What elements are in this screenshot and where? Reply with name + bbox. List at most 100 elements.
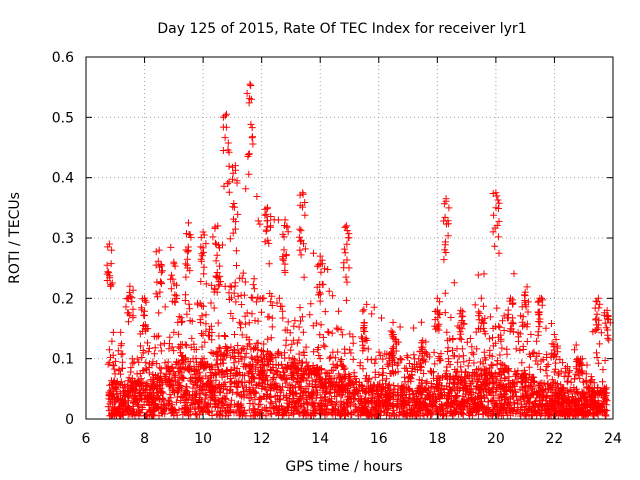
roti-point	[183, 341, 191, 349]
roti-point	[248, 355, 256, 363]
roti-point	[167, 404, 175, 412]
roti-point	[469, 396, 477, 404]
roti-point	[268, 351, 276, 359]
roti-point	[316, 297, 324, 305]
roti-point	[190, 396, 198, 404]
roti-point	[203, 360, 211, 368]
roti-point	[457, 363, 465, 371]
roti-point	[217, 360, 225, 368]
roti-point	[316, 252, 324, 260]
roti-point	[234, 210, 242, 218]
roti-point	[299, 189, 307, 197]
roti-point	[485, 379, 493, 387]
roti-point	[542, 367, 550, 375]
roti-point	[268, 410, 276, 418]
roti-point	[130, 405, 137, 413]
roti-point	[215, 282, 223, 290]
roti-point	[129, 388, 136, 396]
roti-point	[466, 380, 474, 388]
roti-point	[589, 412, 597, 420]
roti-point	[523, 338, 531, 345]
roti-point	[294, 365, 302, 373]
roti-point	[572, 363, 580, 371]
roti-point	[214, 222, 222, 230]
roti-point	[566, 367, 574, 375]
roti-point	[553, 344, 561, 352]
roti-point	[137, 342, 144, 350]
roti-point	[579, 394, 587, 402]
roti-point	[142, 381, 150, 389]
roti-point	[293, 407, 301, 415]
roti-point	[459, 392, 467, 400]
roti-point	[486, 335, 494, 343]
roti-point	[235, 357, 243, 365]
roti-point	[231, 225, 239, 233]
roti-point	[390, 406, 397, 414]
roti-point	[258, 308, 265, 316]
roti-point	[231, 331, 238, 338]
roti-point	[161, 303, 169, 311]
roti-point	[406, 412, 414, 420]
roti-point	[201, 338, 209, 346]
roti-point	[519, 322, 526, 330]
roti-point	[196, 363, 204, 370]
roti-point	[233, 262, 240, 269]
roti-point	[290, 322, 298, 330]
roti-point	[493, 192, 501, 200]
roti-point	[119, 402, 127, 410]
roti-point	[473, 345, 481, 353]
roti-point	[316, 382, 324, 390]
roti-point	[433, 294, 441, 302]
roti-point	[590, 397, 598, 405]
roti-point	[516, 406, 524, 413]
roti-point	[206, 389, 214, 396]
roti-point	[445, 204, 453, 212]
roti-point	[295, 233, 303, 241]
roti-point	[421, 403, 429, 410]
roti-point	[524, 308, 532, 316]
roti-point	[492, 339, 500, 347]
roti-point	[589, 398, 597, 406]
roti-point	[422, 338, 430, 346]
roti-point	[153, 278, 161, 286]
roti-point	[157, 369, 165, 377]
roti-point	[129, 286, 137, 294]
roti-point	[431, 316, 439, 324]
roti-point	[214, 402, 222, 410]
roti-point	[512, 393, 520, 401]
roti-point	[296, 225, 304, 233]
roti-point	[170, 258, 178, 266]
roti-point	[262, 412, 270, 420]
roti-point	[105, 407, 113, 415]
roti-point	[111, 384, 119, 391]
roti-point	[152, 248, 160, 256]
roti-point	[548, 349, 556, 357]
roti-point	[472, 328, 480, 336]
roti-point	[491, 370, 499, 378]
roti-point	[256, 220, 264, 228]
roti-point	[106, 274, 114, 282]
roti-point	[242, 383, 250, 391]
roti-point	[542, 393, 550, 401]
roti-point	[501, 374, 509, 382]
roti-point	[423, 378, 431, 386]
x-tick-label: 20	[487, 431, 505, 447]
roti-point	[107, 282, 115, 290]
roti-point	[433, 396, 440, 404]
roti-point	[222, 123, 230, 131]
roti-point	[232, 247, 240, 255]
roti-point	[118, 381, 126, 389]
roti-point	[269, 361, 277, 368]
roti-point	[104, 243, 112, 251]
roti-point	[229, 203, 237, 211]
roti-point	[410, 324, 418, 332]
roti-point	[457, 306, 465, 314]
roti-point	[436, 392, 444, 400]
roti-point	[439, 404, 447, 412]
roti-point	[463, 338, 471, 346]
roti-point	[298, 358, 306, 366]
roti-point	[186, 362, 194, 370]
x-axis-label: GPS time / hours	[285, 459, 402, 475]
y-tick-label: 0.3	[52, 231, 74, 247]
roti-point	[142, 380, 150, 388]
